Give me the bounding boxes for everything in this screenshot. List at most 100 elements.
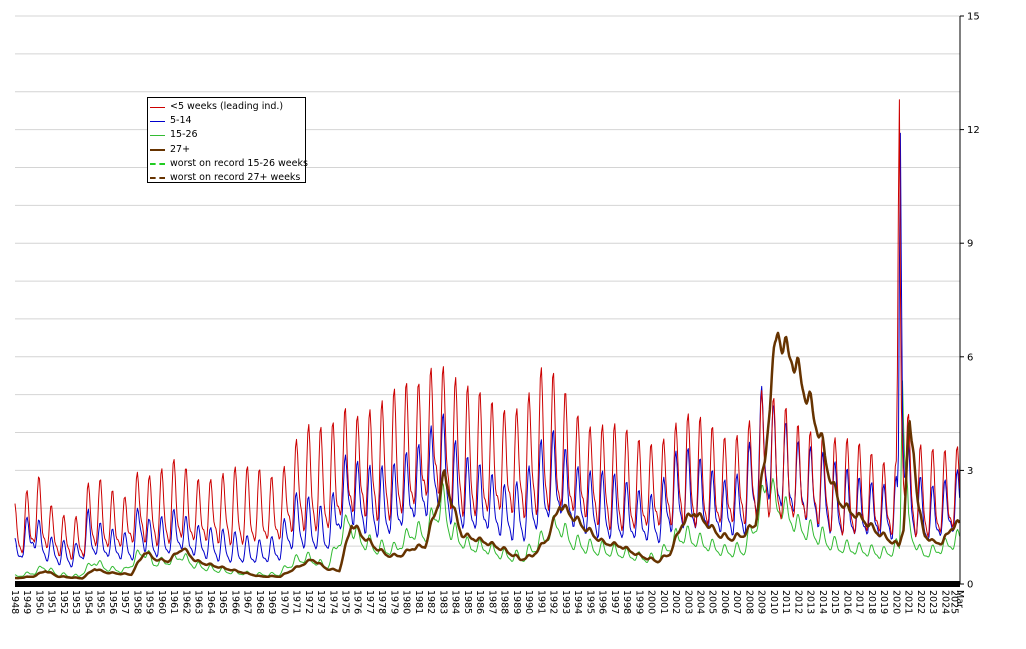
- x-tick-label: 1998: [621, 590, 632, 614]
- y-tick-label: 15: [967, 12, 980, 23]
- x-tick-label: 1960: [156, 590, 167, 614]
- x-tick-label: 1964: [205, 590, 216, 614]
- x-tick-label: 1954: [82, 590, 93, 614]
- x-tick-label: 2013: [805, 590, 816, 614]
- x-tick-label: 1970: [278, 590, 289, 614]
- x-tick-label: 1950: [34, 590, 45, 614]
- series-line: [14, 331, 961, 580]
- x-tick-label: 1978: [376, 590, 387, 614]
- x-tick-label: 1949: [21, 590, 32, 614]
- legend-label: 15-26: [170, 129, 198, 141]
- x-tick-label: 2024: [939, 590, 950, 614]
- x-tick-label: 1951: [46, 590, 57, 614]
- x-tick-label: 1971: [291, 590, 302, 614]
- x-tick-label: 1993: [560, 590, 571, 614]
- x-tick-label: 2023: [927, 590, 938, 614]
- x-tick-label: 1995: [584, 590, 595, 614]
- x-tick-label: 2006: [719, 590, 730, 614]
- x-tick-label: Mar: [954, 590, 965, 608]
- x-tick-label: 1952: [58, 590, 69, 614]
- y-tick-label: 0: [967, 580, 973, 591]
- legend-item: 27+: [148, 143, 305, 157]
- x-tick-label: 1977: [364, 590, 375, 614]
- series-line: [14, 132, 961, 568]
- x-tick-label: 2014: [817, 590, 828, 614]
- x-tick-label: 1991: [535, 590, 546, 614]
- x-tick-label: 1996: [597, 590, 608, 614]
- x-tick-label: 2010: [768, 590, 779, 614]
- legend-swatch: [150, 162, 165, 165]
- legend-swatch: [150, 176, 165, 179]
- legend-swatch: [150, 134, 165, 136]
- y-tick-label: 3: [967, 466, 973, 477]
- x-tick-label: 1980: [401, 590, 412, 614]
- legend-label: 27+: [170, 143, 191, 155]
- legend-item: 5-14: [148, 114, 305, 128]
- x-tick-label: 2005: [707, 590, 718, 614]
- x-tick-label: 2016: [841, 590, 852, 614]
- legend-label: worst on record 27+ weeks: [170, 171, 301, 183]
- legend-label: 5-14: [170, 115, 192, 127]
- axes: [15, 16, 961, 587]
- x-tick-label: 1962: [180, 590, 191, 614]
- x-tick-label: 1994: [572, 590, 583, 614]
- x-tick-label: 2021: [903, 590, 914, 614]
- x-axis-tick-labels: 1948 1949 1950 1951 1952 1953 1954 1955 1956 1957…: [9, 590, 965, 614]
- x-tick-label: 1953: [70, 590, 81, 614]
- x-tick-label: 1981: [413, 590, 424, 614]
- x-tick-label: 2012: [792, 590, 803, 614]
- y-tick-label: 12: [967, 125, 980, 136]
- legend-item: worst on record 15-26 weeks: [148, 157, 308, 171]
- x-tick-label: 1963: [193, 590, 204, 614]
- legend-label: <5 weeks (leading ind.): [170, 101, 284, 112]
- x-tick-label: 1955: [95, 590, 106, 614]
- legend-swatch: [150, 148, 165, 151]
- x-tick-label: 1965: [217, 590, 228, 614]
- x-tick-label: 1984: [450, 590, 461, 614]
- x-tick-label: 1985: [462, 590, 473, 614]
- x-tick-label: 2004: [695, 590, 706, 614]
- x-tick-label: 1973: [315, 590, 326, 614]
- legend-item: 15-26: [148, 128, 305, 142]
- x-tick-label: 1958: [131, 590, 142, 614]
- x-tick-label: 1986: [474, 590, 485, 614]
- legend-label: worst on record 15-26 weeks: [170, 157, 308, 169]
- x-tick-label: 1999: [633, 590, 644, 614]
- x-tick-label: 1990: [523, 590, 534, 614]
- x-tick-label: 1956: [107, 590, 118, 614]
- x-tick-label: 1961: [168, 590, 179, 614]
- x-tick-label: 2019: [878, 590, 889, 614]
- x-tick-label: 1974: [327, 590, 338, 614]
- x-tick-label: 1975: [340, 590, 351, 614]
- x-tick-label: 2008: [744, 590, 755, 614]
- x-tick-label: 1966: [229, 590, 240, 614]
- series-line: [14, 380, 961, 578]
- x-tick-label: 2020: [890, 590, 901, 614]
- series-line: [14, 99, 961, 560]
- x-tick-label: 1968: [254, 590, 265, 614]
- x-tick-label: 1969: [266, 590, 277, 614]
- legend-swatch: [150, 120, 165, 122]
- x-tick-label: 1988: [499, 590, 510, 614]
- legend-item: worst on record 27+ weeks: [148, 171, 305, 185]
- x-tick-label: 2002: [670, 590, 681, 614]
- x-tick-label: 2022: [915, 590, 926, 614]
- series-lines: [14, 99, 961, 580]
- x-tick-label: 1976: [352, 590, 363, 614]
- x-tick-label: 1983: [437, 590, 448, 614]
- x-tick-label: 2025: [949, 590, 960, 614]
- legend-swatch: [150, 106, 165, 108]
- x-tick-label: 1992: [548, 590, 559, 614]
- x-tick-label: 2011: [780, 590, 791, 614]
- x-tick-label: 1959: [144, 590, 155, 614]
- x-tick-label: 2018: [866, 590, 877, 614]
- y-axis-tick-labels: 0 3 6 9 12 15: [960, 12, 980, 591]
- legend-item: <5 weeks (leading ind.): [148, 100, 305, 114]
- x-tick-label: 2000: [646, 590, 657, 614]
- x-tick-label: 1989: [511, 590, 522, 614]
- x-tick-label: 2017: [854, 590, 865, 614]
- x-tick-label: 1957: [119, 590, 130, 614]
- x-tick-label: 1982: [425, 590, 436, 614]
- y-tick-label: 6: [967, 352, 973, 363]
- x-tick-label: 1972: [303, 590, 314, 614]
